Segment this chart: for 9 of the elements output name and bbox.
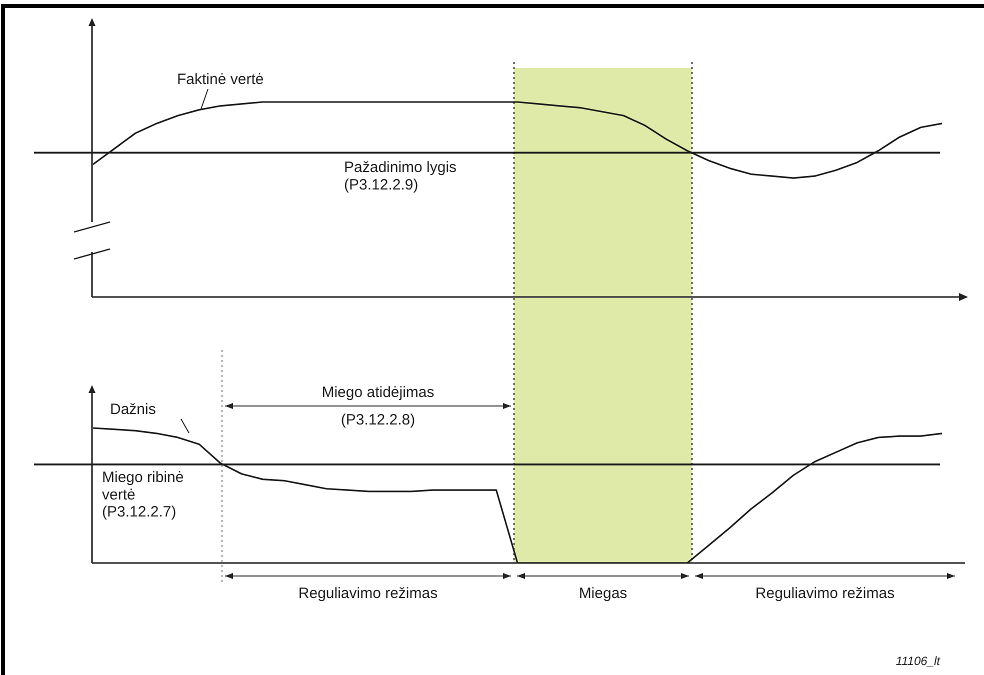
ref-line-label: Miego ribinė vertė (P3.12.2.7) bbox=[102, 469, 184, 520]
series-label: Dažnis bbox=[110, 401, 156, 418]
text: 11106_lt bbox=[896, 654, 941, 668]
text: Reguliavimo režimas bbox=[755, 585, 895, 602]
text: Miegas bbox=[578, 585, 628, 602]
annotation: Miego atidėjimas (P3.12.2.8) bbox=[322, 384, 434, 428]
ref-line-label: Pažadinimo lygis (P3.12.2.9) bbox=[344, 159, 457, 194]
series-label: Faktinė vertė bbox=[177, 71, 264, 88]
text: Reguliavimo režimas bbox=[298, 585, 438, 602]
